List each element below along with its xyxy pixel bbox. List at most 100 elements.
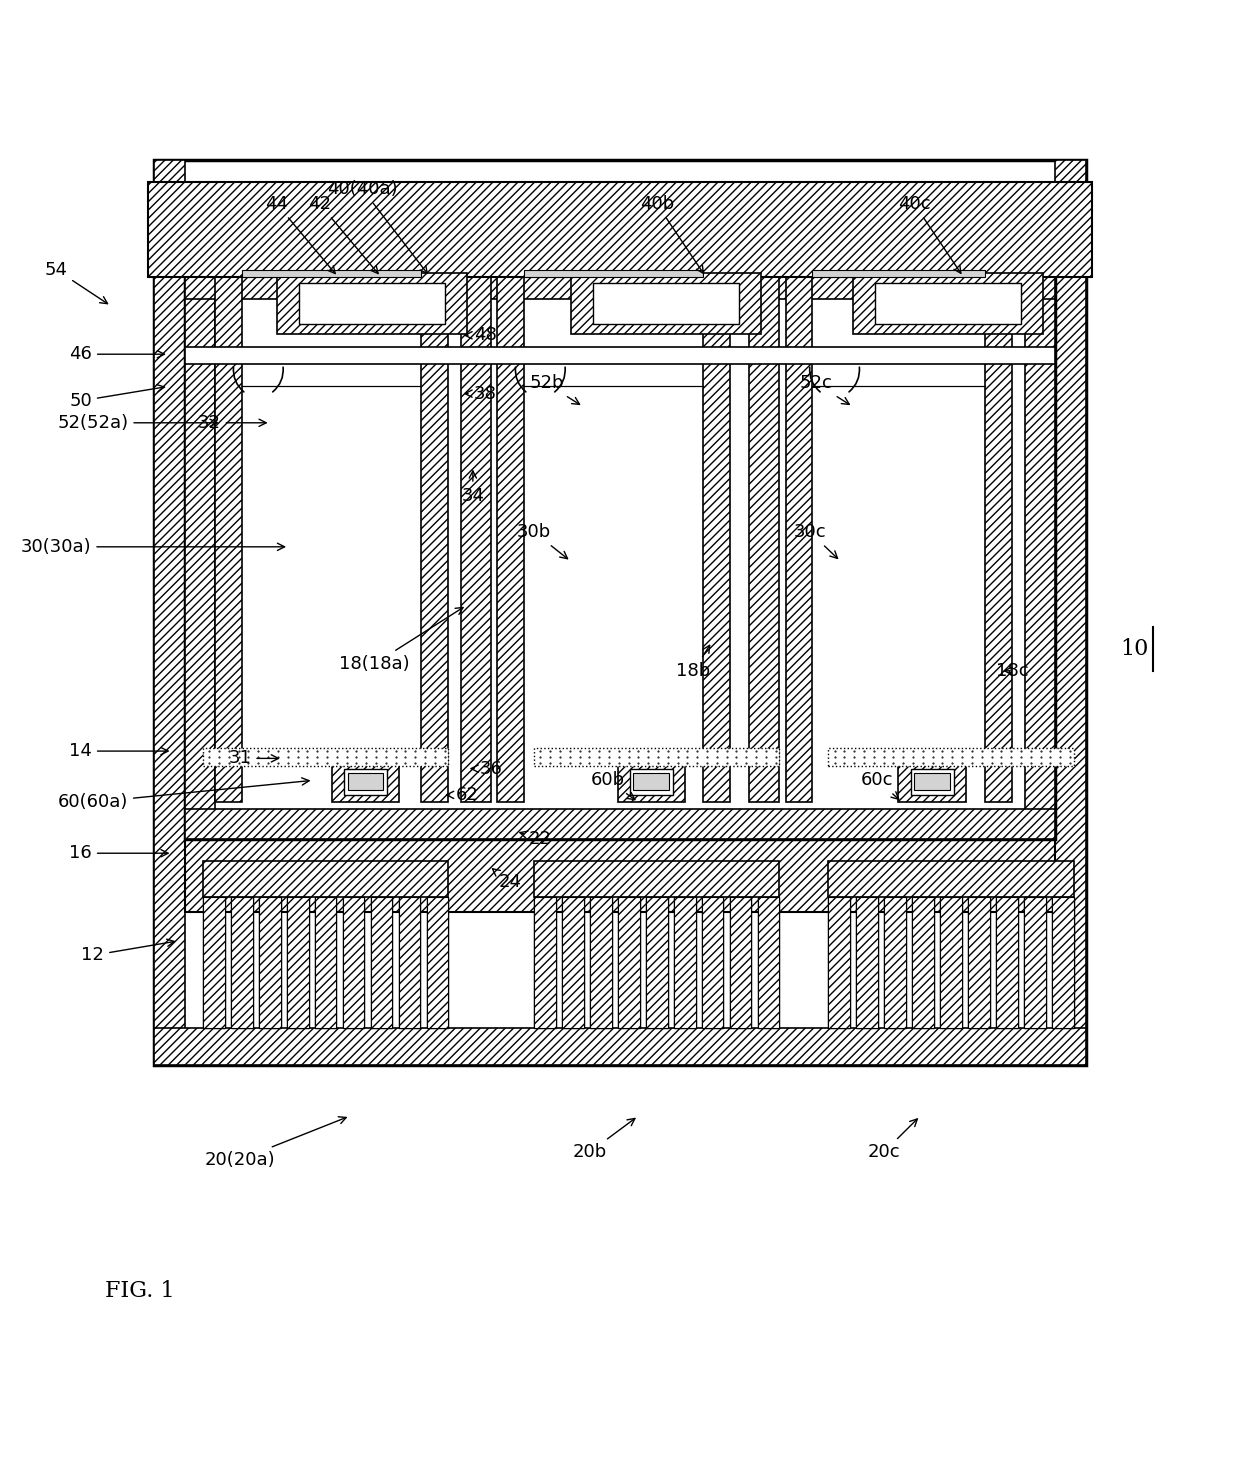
Bar (940, 897, 962, 1028)
Bar (857, 897, 878, 1028)
Bar (785, 270, 812, 803)
Text: 60c: 60c (862, 772, 899, 800)
Text: 36: 36 (471, 760, 502, 778)
Text: 46: 46 (69, 345, 165, 364)
Bar (618, 897, 640, 1028)
Bar (343, 897, 365, 1028)
Bar (399, 897, 420, 1028)
Bar (422, 270, 449, 803)
Text: 48: 48 (465, 326, 496, 345)
Bar (570, 273, 761, 334)
Bar (1053, 897, 1074, 1028)
Bar (203, 748, 449, 766)
Bar (1024, 897, 1045, 1028)
Bar (702, 897, 723, 1028)
Bar (231, 897, 253, 1028)
Bar (913, 897, 934, 1028)
Bar (857, 897, 878, 1028)
Bar (203, 897, 224, 1028)
Bar (332, 759, 399, 803)
Text: 52c: 52c (800, 374, 849, 405)
Bar (968, 897, 990, 1028)
Bar (203, 897, 224, 1028)
Bar (216, 270, 242, 803)
Text: 16: 16 (69, 844, 169, 862)
Text: 54: 54 (45, 261, 108, 303)
Bar (242, 270, 422, 277)
Bar (828, 897, 849, 1028)
Bar (299, 283, 445, 324)
Bar (914, 773, 950, 791)
Bar (371, 897, 392, 1028)
Text: 50: 50 (69, 384, 165, 409)
Bar (675, 897, 696, 1028)
Bar (562, 897, 584, 1028)
Bar (203, 860, 449, 897)
Bar (758, 897, 780, 1028)
Text: 24: 24 (492, 869, 521, 891)
Bar (277, 273, 466, 334)
Text: 18(18a): 18(18a) (340, 607, 463, 673)
Text: 60(60a): 60(60a) (57, 778, 309, 812)
Bar (345, 769, 387, 795)
Text: 40b: 40b (640, 194, 703, 274)
Text: 30(30a): 30(30a) (21, 538, 285, 555)
Bar (185, 348, 1055, 364)
Text: 20(20a): 20(20a) (205, 1117, 346, 1168)
Bar (646, 897, 667, 1028)
Bar (534, 897, 556, 1028)
Bar (828, 860, 1074, 897)
Bar (1055, 161, 1086, 1065)
Bar (399, 897, 420, 1028)
Text: 14: 14 (69, 742, 169, 760)
Text: 42: 42 (308, 194, 378, 274)
Bar (525, 270, 703, 277)
Bar (884, 897, 906, 1028)
Bar (148, 183, 1092, 277)
Text: 18b: 18b (677, 645, 711, 681)
Bar (749, 262, 780, 803)
Bar (154, 161, 185, 1065)
Bar (968, 897, 990, 1028)
Text: 52b: 52b (529, 374, 579, 405)
Bar (427, 897, 449, 1028)
Bar (828, 897, 849, 1028)
Bar (730, 897, 751, 1028)
Bar (812, 270, 986, 277)
Bar (703, 270, 730, 803)
Bar (259, 897, 280, 1028)
Bar (185, 810, 1055, 838)
Bar (154, 161, 1086, 1065)
Text: 52(52a): 52(52a) (57, 414, 217, 432)
Bar (618, 897, 640, 1028)
Bar (185, 838, 1055, 912)
Bar (702, 897, 723, 1028)
Bar (347, 773, 383, 791)
Bar (590, 897, 611, 1028)
Bar (562, 897, 584, 1028)
Bar (315, 897, 336, 1028)
Bar (1024, 897, 1045, 1028)
Bar (910, 769, 954, 795)
Text: 20b: 20b (572, 1118, 635, 1161)
Bar (590, 897, 611, 1028)
Text: 40(40a): 40(40a) (327, 180, 428, 274)
Bar (534, 860, 780, 897)
Bar (371, 897, 392, 1028)
Bar (853, 273, 1043, 334)
Bar (1024, 270, 1055, 838)
Bar (913, 897, 934, 1028)
Bar (828, 748, 1074, 766)
Text: 32: 32 (197, 414, 267, 432)
Bar (286, 897, 309, 1028)
Bar (646, 897, 667, 1028)
Bar (185, 270, 1055, 838)
Bar (231, 897, 253, 1028)
Bar (460, 262, 491, 803)
Text: 38: 38 (465, 384, 496, 402)
Text: 60b: 60b (590, 772, 635, 800)
Bar (1053, 897, 1074, 1028)
Text: FIG. 1: FIG. 1 (105, 1280, 175, 1302)
Text: 10: 10 (1121, 638, 1149, 660)
Bar (884, 897, 906, 1028)
